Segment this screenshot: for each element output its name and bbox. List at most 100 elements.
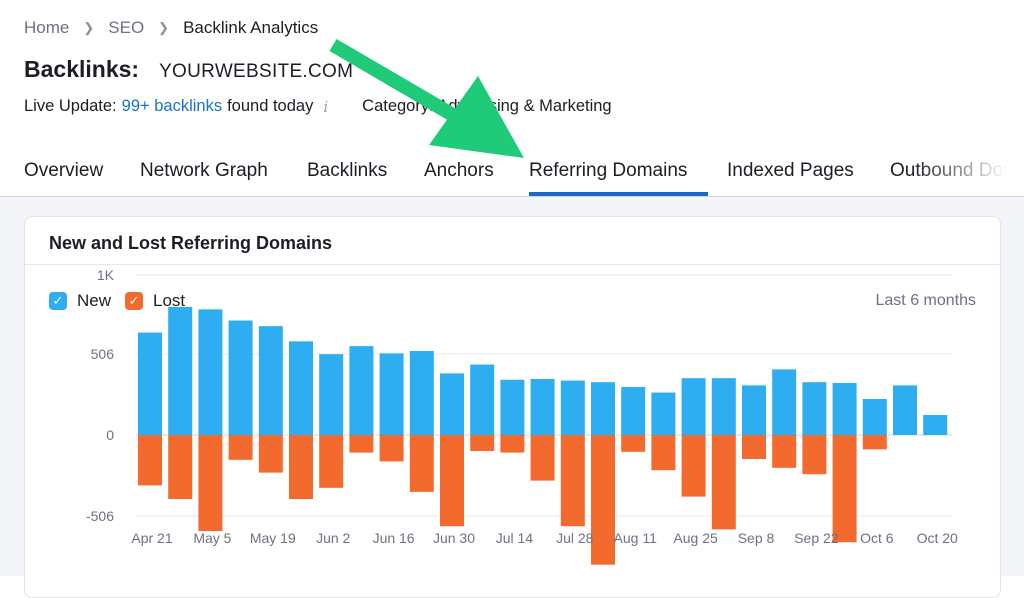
bar-lost [862,435,887,450]
x-tick-label: Jul 14 [496,530,534,546]
bar-lost [289,435,313,500]
x-tick-label: Apr 21 [131,530,172,546]
bar-lost [651,435,676,471]
breadcrumb-seo[interactable]: SEO [108,18,145,37]
page-title-label: Backlinks: [24,56,140,82]
x-tick-label: Jun 16 [373,530,415,546]
legend-lost[interactable]: ✓ Lost [125,291,185,311]
bar-lost [379,435,404,462]
check-icon[interactable]: ✓ [125,292,144,310]
bar-new [198,309,223,435]
bar-lost [258,435,283,473]
x-tick-label: Oct 20 [917,530,958,546]
bar-new [862,398,887,435]
referring-domains-card: New and Lost Referring Domains ✓ New ✓ L… [24,216,1001,598]
bar-lost [560,435,585,527]
x-tick-label: May 5 [193,530,231,546]
bar-new [319,354,344,435]
info-icon[interactable]: i [323,97,329,116]
bar-lost [409,435,434,492]
x-tick-label: Sep 22 [794,530,839,546]
active-tab-indicator [529,192,708,196]
bar-lost [228,435,253,460]
bar-lost [530,435,555,481]
tab-backlinks[interactable]: Backlinks [307,160,388,181]
bar-new [138,332,162,435]
x-tick-label: May 19 [250,530,296,546]
bar-new [500,379,525,435]
bar-new [530,378,555,435]
x-tick-label: Jun 2 [316,530,350,546]
live-backlinks-link[interactable]: 99+ backlinks [121,97,223,115]
chevron-right-icon: ❯ [158,20,170,35]
category-label: Category: Advertising & Marketing [362,97,612,115]
bar-lost [832,435,857,543]
bar-new [591,382,615,435]
tab-referring-domains[interactable]: Referring Domains [529,160,688,181]
bar-lost [681,435,706,497]
page-title-site: YOURWEBSITE.COM [159,61,354,82]
x-tick-label: Aug 11 [614,530,658,546]
bar-new [893,385,917,435]
bar-lost [138,435,162,486]
x-tick-label: Jun 30 [433,530,475,546]
tab-bar: Overview Network Graph Backlinks Anchors… [0,150,1024,197]
tab-overview[interactable]: Overview [24,160,104,181]
bar-lost [802,435,827,475]
y-tick-label: -506 [86,508,114,524]
card-title: New and Lost Referring Domains [49,233,333,253]
bar-new [409,350,434,435]
bar-new [470,364,495,435]
bar-new [772,369,797,435]
chart-legend: ✓ New ✓ Lost [49,291,199,311]
bar-new [379,353,404,435]
live-update: Live Update: 99+ backlinks found today i… [24,97,612,116]
bar-new [349,346,374,435]
live-update-suffix: found today [227,97,314,115]
bar-lost [440,435,464,527]
check-icon[interactable]: ✓ [49,292,67,310]
card-divider [25,264,1000,265]
tab-anchors[interactable]: Anchors [424,160,494,181]
bar-lost [470,435,495,452]
x-tick-label: Oct 6 [860,530,894,546]
legend-new[interactable]: ✓ New [49,291,111,311]
breadcrumb-home[interactable]: Home [24,18,70,37]
bar-new [923,414,948,435]
bar-new [258,326,283,435]
breadcrumb-backlink-analytics: Backlink Analytics [183,18,319,37]
bar-lost [711,435,736,530]
bar-lost [198,435,223,532]
bar-lost [500,435,525,453]
bar-new [651,392,676,435]
bar-new [228,320,253,435]
tab-indexed-pages[interactable]: Indexed Pages [727,160,854,181]
legend-new-label: New [77,291,112,310]
bar-new [289,341,313,435]
chevron-right-icon: ❯ [83,20,95,35]
y-tick-label: 1K [97,267,115,283]
y-tick-label: 506 [91,346,115,362]
arrow-head [429,76,524,158]
legend-lost-label: Lost [153,291,186,310]
bar-new [621,386,646,435]
breadcrumb: Home ❯ SEO ❯ Backlink Analytics [24,18,318,38]
bar-lost [591,435,615,565]
bar-lost [742,435,766,460]
bar-new [802,382,827,435]
bar-lost [168,435,193,500]
date-range-selector[interactable]: Last 6 months [875,292,977,309]
bar-lost [621,435,646,452]
tab-network-graph[interactable]: Network Graph [140,160,268,181]
bar-lost [772,435,797,468]
bar-new [832,382,857,435]
y-tick-label: 0 [106,427,114,443]
x-tick-label: Sep 8 [738,530,775,546]
bar-lost [319,435,344,488]
bar-lost [349,435,374,453]
bar-new [711,378,736,435]
bar-new [560,380,585,435]
bar-new [168,306,193,435]
tab-overflow-fade [914,150,1024,196]
